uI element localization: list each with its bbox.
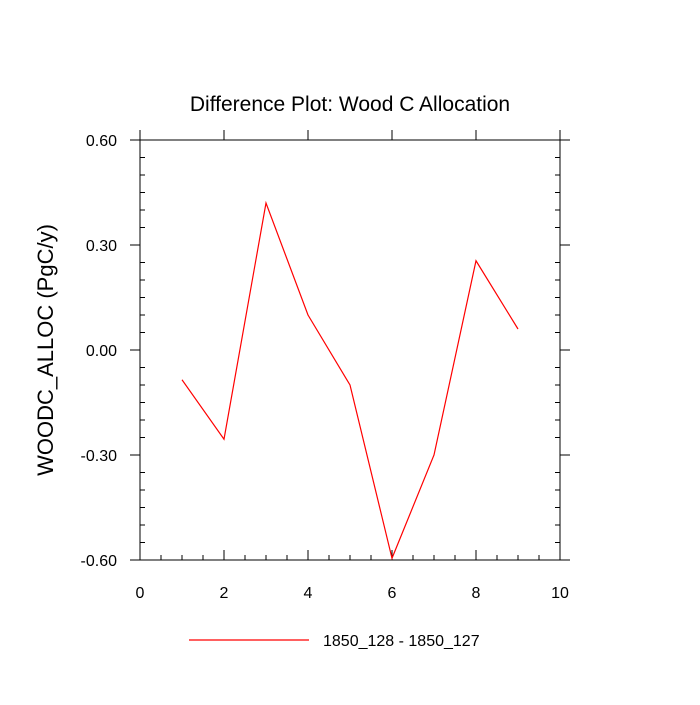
chart-title: Difference Plot: Wood C Allocation — [190, 93, 510, 116]
x-tick-label: 10 — [551, 585, 569, 602]
y-tick-label: 0.60 — [86, 133, 117, 150]
x-tick-label: 8 — [472, 585, 481, 602]
y-tick-label: 0.00 — [86, 343, 117, 360]
plot-area: 0 2 4 6 8 10 0.60 0.30 0.00 -0.30 -0.60 — [81, 130, 570, 602]
x-tick-label: 6 — [388, 585, 397, 602]
plot-frame — [140, 140, 560, 560]
legend: 1850_128 - 1850_127 — [189, 633, 480, 650]
y-tick-label: 0.30 — [86, 238, 117, 255]
y-tick-label: -0.30 — [81, 448, 118, 465]
x-tick-label: 4 — [304, 585, 313, 602]
series-line — [182, 203, 518, 558]
x-tick-label: 2 — [220, 585, 229, 602]
y-tick-label: -0.60 — [81, 553, 118, 570]
y-axis-label: WOODC_ALLOC (PgC/y) — [33, 224, 58, 476]
legend-series-label: 1850_128 - 1850_127 — [323, 633, 480, 650]
x-tick-label: 0 — [136, 585, 145, 602]
